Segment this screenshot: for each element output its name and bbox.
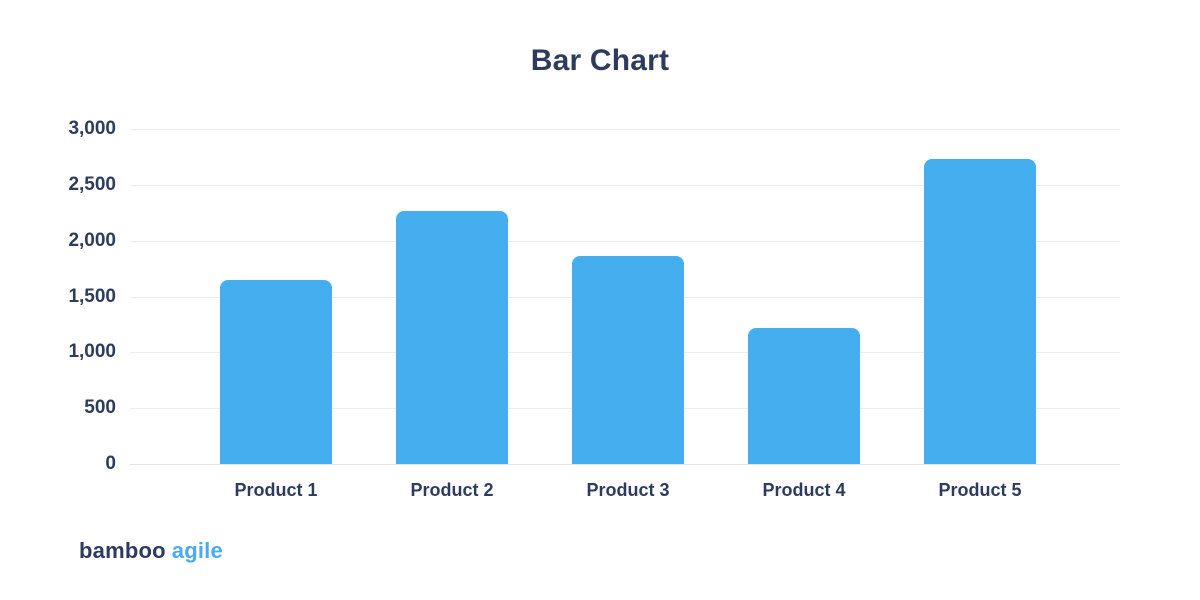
x-axis-label-product-1: Product 1: [234, 480, 318, 500]
chart-title: Bar Chart: [530, 44, 670, 77]
y-tick-label-0: 0: [105, 453, 116, 474]
bar-product-3[interactable]: [572, 256, 684, 464]
x-axis-label-product-5: Product 5: [938, 480, 1022, 500]
y-tick-label-500: 500: [84, 397, 116, 419]
y-tick-label-2000: 2,000: [68, 229, 116, 251]
y-tick-label-1500: 1,500: [68, 285, 116, 307]
bar-product-5[interactable]: [924, 159, 1036, 464]
x-axis-label-product-3: Product 3: [586, 480, 670, 500]
brand-logo: bamboo agile: [79, 537, 223, 565]
x-axis-label-product-2: Product 2: [410, 480, 494, 500]
gridline-3000: [130, 129, 1120, 130]
y-tick-label-1000: 1,000: [68, 341, 116, 363]
gridline-0: [130, 464, 1120, 465]
y-tick-label-3000: 3,000: [68, 118, 116, 139]
x-axis-label-product-4: Product 4: [762, 480, 846, 500]
logo-text-agile: agile: [171, 538, 223, 563]
bar-product-1[interactable]: [220, 279, 332, 464]
logo-text-bamboo: bamboo: [79, 538, 166, 563]
bar-product-2[interactable]: [396, 210, 508, 464]
gridline-2000: [130, 240, 1120, 242]
y-tick-label-2500: 2,500: [68, 173, 116, 195]
bar-product-4[interactable]: [748, 327, 860, 464]
gridline-2500: [130, 184, 1120, 186]
